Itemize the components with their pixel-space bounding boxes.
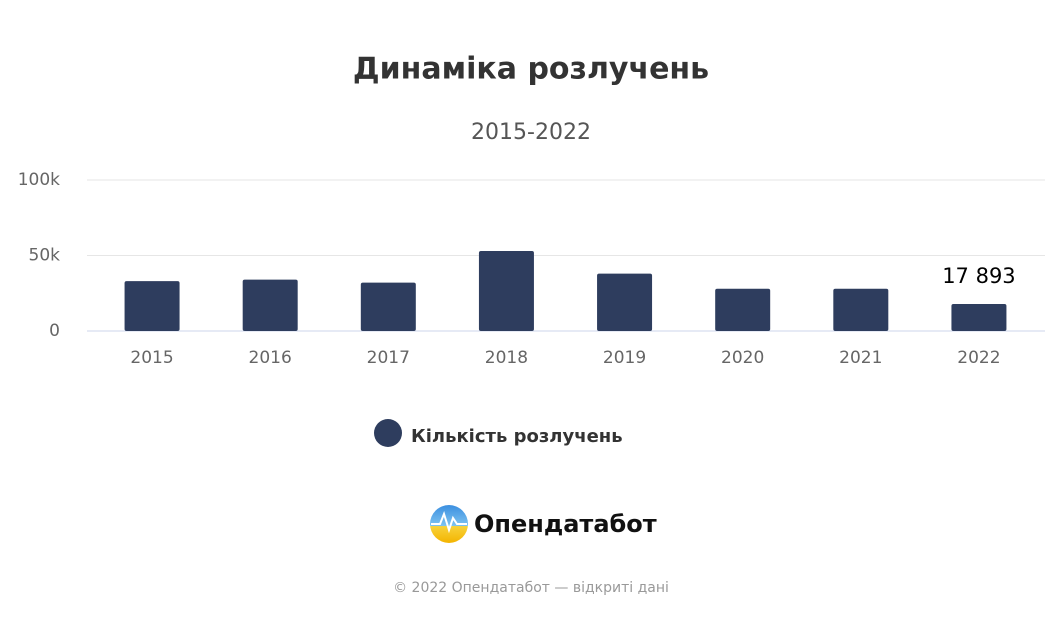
logo-icon (430, 505, 468, 543)
logo-text: Опендатабот (474, 510, 657, 538)
y-tick-label: 50k (29, 246, 61, 266)
chart-subtitle: 2015-2022 (471, 120, 591, 145)
x-tick-label: 2021 (839, 348, 882, 368)
bar (242, 279, 298, 331)
x-tick-label: 2022 (957, 348, 1000, 368)
bar (478, 250, 534, 331)
x-tick-label: 2015 (130, 348, 173, 368)
footer: © 2022 Опендатабот — відкриті дані (393, 580, 669, 596)
x-tick-label: 2020 (721, 348, 764, 368)
legend-label: Кількість розлучень (411, 426, 623, 447)
bar (951, 303, 1007, 331)
x-tick-label: 2016 (249, 348, 292, 368)
chart-title: Динаміка розлучень (353, 52, 709, 87)
x-tick-label: 2018 (485, 348, 528, 368)
bar (597, 273, 653, 331)
bar (715, 288, 771, 331)
x-tick-label: 2019 (603, 348, 646, 368)
logo-pulse (431, 511, 467, 534)
bar (360, 282, 416, 331)
data-label: 17 893 (942, 264, 1015, 288)
y-tick-label: 0 (49, 321, 60, 341)
legend-marker (374, 419, 402, 447)
bar (833, 288, 889, 331)
y-tick-label: 100k (18, 170, 60, 190)
x-tick-label: 2017 (367, 348, 410, 368)
bar (124, 281, 180, 331)
